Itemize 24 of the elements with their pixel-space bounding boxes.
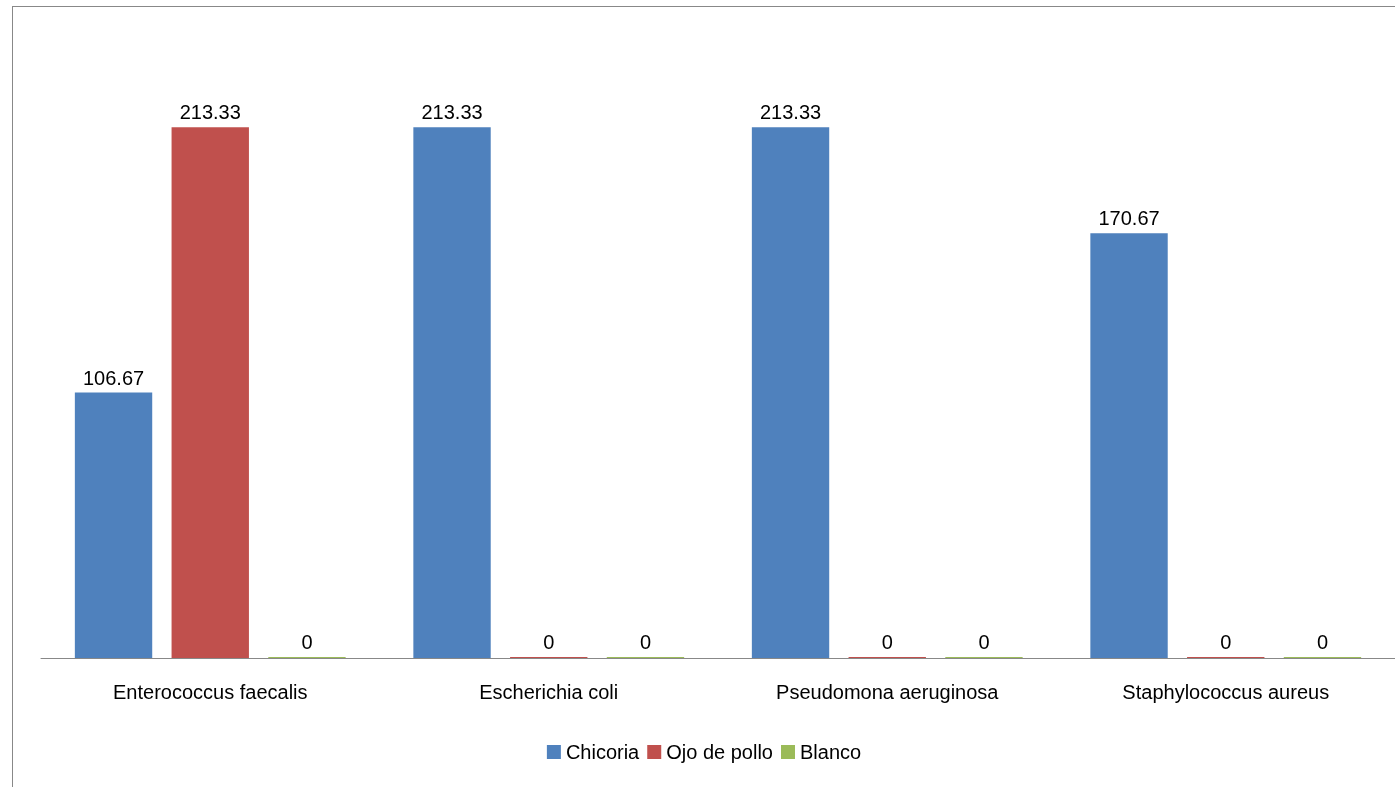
data-label: 106.67 <box>82 366 145 389</box>
data-label: 213.33 <box>759 101 822 124</box>
data-label: 0 <box>881 631 893 653</box>
bar <box>751 127 830 658</box>
data-label: 170.67 <box>1098 207 1160 230</box>
data-label: 0 <box>1316 631 1329 653</box>
bar <box>1090 233 1168 658</box>
x-tick-label: Pseudomona aeruginosa <box>776 681 1000 703</box>
x-tick-label: Staphylococcus aureus <box>1122 681 1330 703</box>
legend-label: Chicoria <box>565 741 641 763</box>
data-label: 0 <box>301 631 313 653</box>
data-label: 213.33 <box>421 101 483 124</box>
legend-label: Blanco <box>799 741 862 763</box>
bar <box>74 392 153 658</box>
x-tick-label: Escherichia coli <box>479 681 619 703</box>
data-label: 0 <box>639 631 652 653</box>
data-label: 213.33 <box>179 101 241 124</box>
data-label: 0 <box>1220 631 1232 653</box>
bar <box>171 127 249 658</box>
data-label: 0 <box>543 631 555 653</box>
data-label: 0 <box>978 631 990 653</box>
legend-label: Ojo de pollo <box>666 741 773 763</box>
x-tick-label: Enterococcus faecalis <box>112 681 308 703</box>
bar <box>413 127 491 658</box>
